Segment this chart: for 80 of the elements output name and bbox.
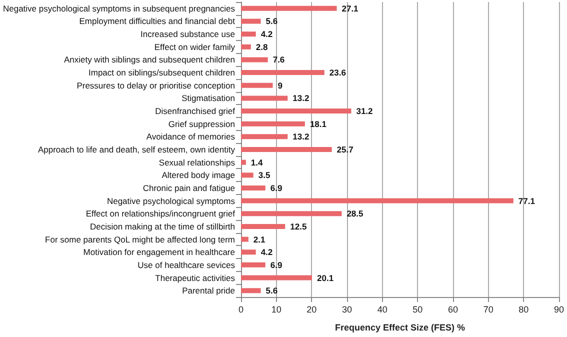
y-tick-label: Motivation for engagement in healthcare <box>83 247 236 258</box>
bar <box>240 82 273 88</box>
y-tick-label: Stigmatisation <box>182 93 236 104</box>
bar <box>240 18 261 24</box>
x-tick-label: 70 <box>483 304 494 314</box>
bar <box>240 185 266 190</box>
y-tick-label: Increased substance use <box>140 29 236 40</box>
x-tick-label: 50 <box>412 304 423 314</box>
x-axis-title: Frequency Effect Size (FES) % <box>334 322 466 332</box>
y-tick-label: Sexual relationships <box>158 157 235 168</box>
y-tick-label: Use of healthcare sevices <box>138 260 235 270</box>
bar <box>240 134 288 140</box>
y-tick-label: Altered body image <box>162 170 236 180</box>
y-tick-label: Decision making at the time of stillbirth <box>90 221 236 232</box>
bar <box>240 236 248 242</box>
data-label: 77.1 <box>518 196 536 206</box>
data-label: 18.1 <box>310 118 327 129</box>
bar <box>240 288 261 294</box>
y-tick-label: For some parents QoL might be affected long term <box>45 234 235 244</box>
bar <box>240 57 268 62</box>
x-tick-label: 10 <box>271 304 282 314</box>
data-label: 13.2 <box>292 132 310 142</box>
data-label: 7.6 <box>272 54 285 65</box>
data-label: 4.2 <box>260 29 273 40</box>
data-label: 27.1 <box>342 3 359 14</box>
bar <box>240 147 332 152</box>
data-label: 23.6 <box>329 68 346 78</box>
y-tick-label: Parental pride <box>182 286 236 296</box>
bar <box>240 224 286 229</box>
data-label: 4.2 <box>260 247 273 258</box>
data-label: 5.6 <box>266 286 278 296</box>
bar <box>240 121 305 126</box>
bar <box>240 275 312 280</box>
data-label: 9 <box>278 80 283 90</box>
y-tick-label: Anxiety with siblings and subsequent children <box>64 54 236 65</box>
bar <box>240 262 266 268</box>
data-label: 2.1 <box>253 234 266 244</box>
y-tick-label: Avoidance of memories <box>146 132 235 142</box>
y-tick-label: Disenfranchised grief <box>155 106 236 116</box>
y-tick-label: Approach to life and death, self esteem, own identity <box>38 144 236 154</box>
y-tick-label: Employment difficulties and financial debt <box>79 16 236 26</box>
bar <box>240 250 256 255</box>
data-label: 31.2 <box>356 106 374 116</box>
data-label: 20.1 <box>317 272 334 283</box>
bar <box>240 6 337 11</box>
data-label: 6.9 <box>270 182 282 193</box>
data-label: 3.5 <box>258 170 270 180</box>
y-tick-label: Effect on relationships/incongruent grief <box>86 208 236 219</box>
y-tick-label: Chronic pain and fatigue <box>142 182 236 193</box>
bar <box>240 160 246 165</box>
bar <box>240 108 352 114</box>
data-label: 5.6 <box>266 16 278 26</box>
data-label: 28.5 <box>346 208 364 219</box>
y-tick-label: Grief suppression <box>168 118 236 129</box>
bar <box>240 70 324 76</box>
bar <box>240 44 251 50</box>
data-label: 6.9 <box>270 260 282 270</box>
bar <box>240 172 254 178</box>
x-tick-label: 80 <box>518 304 529 314</box>
x-tick-label: 20 <box>306 304 317 314</box>
bar <box>240 211 342 216</box>
x-tick-label: 0 <box>238 304 244 314</box>
y-tick-label: Effect on wider family <box>154 42 236 52</box>
bar <box>240 198 514 204</box>
y-tick-label: Negative psychological symptoms in subsequent pregnancies <box>2 3 235 14</box>
data-label: 1.4 <box>250 157 264 168</box>
data-label: 12.5 <box>290 221 307 232</box>
x-tick-label: 90 <box>554 304 564 314</box>
y-tick-label: Pressures to delay or prioritise conception <box>76 80 236 90</box>
data-label: 25.7 <box>336 144 354 154</box>
x-tick-label: 60 <box>448 304 458 314</box>
data-label: 2.8 <box>256 42 268 52</box>
data-label: 13.2 <box>292 93 310 104</box>
bar <box>240 96 288 101</box>
bar <box>240 32 256 37</box>
y-tick-label: Impact on siblings/subsequent children <box>88 68 236 78</box>
y-tick-label: Therapeutic activities <box>155 272 235 283</box>
x-tick-label: 40 <box>377 304 388 314</box>
y-tick-label: Negative psychological symptoms <box>106 196 235 206</box>
x-tick-label: 30 <box>342 304 352 314</box>
